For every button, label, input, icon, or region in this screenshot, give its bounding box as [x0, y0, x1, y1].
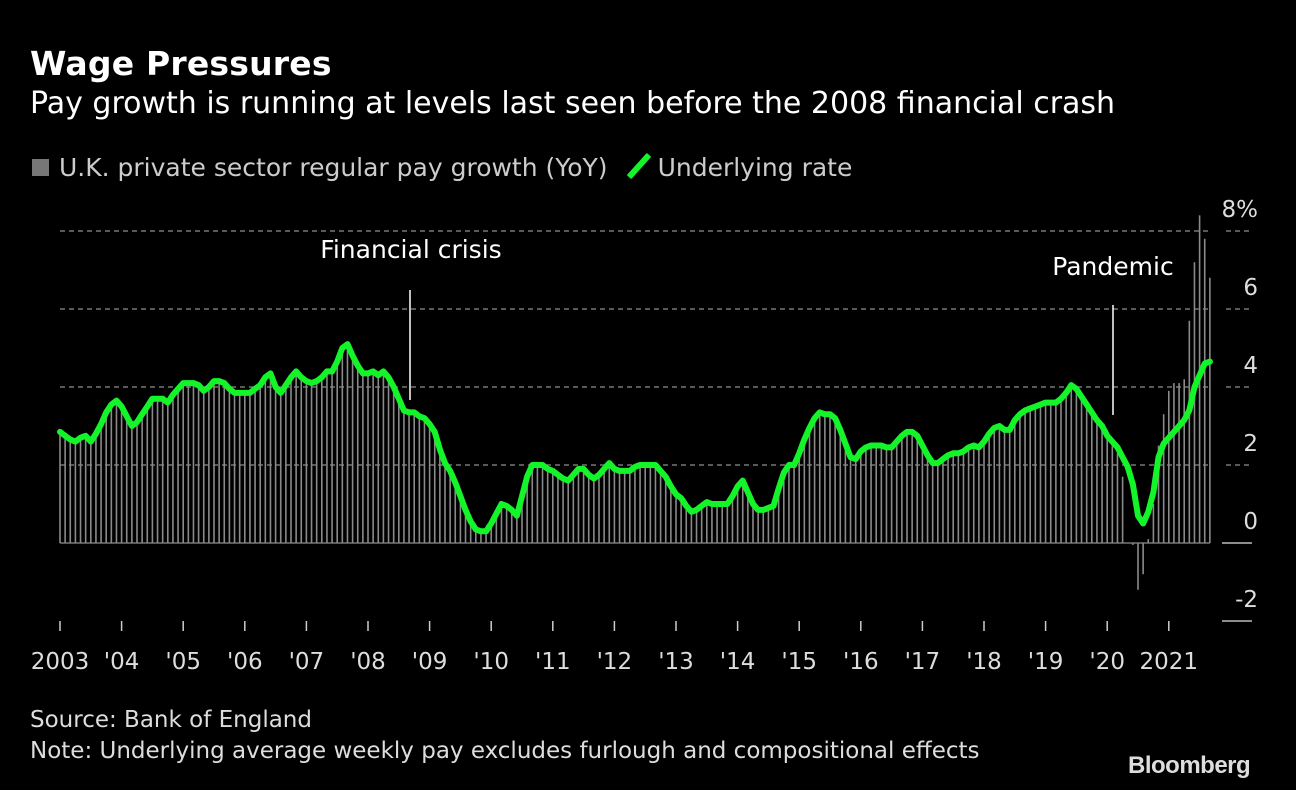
legend-line-label: Underlying rate	[657, 152, 853, 182]
legend: U.K. private sector regular pay growth (…	[32, 152, 852, 182]
x-tick-label: '17	[905, 649, 941, 675]
x-tick-label: '12	[597, 649, 633, 675]
legend-bar-swatch-icon	[32, 158, 49, 176]
x-tick-label: '07	[289, 649, 325, 675]
x-tick-label: '06	[227, 649, 263, 675]
source-note: Source: Bank of England	[30, 707, 312, 733]
x-tick-label: '14	[720, 649, 756, 675]
x-tick-label: 2021	[1140, 649, 1199, 675]
y-axis: -2 0 2 4 6 8%	[1222, 197, 1259, 613]
y-tick-label: 4	[1243, 353, 1258, 379]
bar-series	[59, 215, 1211, 590]
chart-subtitle: Pay growth is running at levels last see…	[30, 86, 1116, 121]
x-tick-label: '04	[104, 649, 140, 675]
x-tick-label: '08	[350, 649, 386, 675]
annotation-label: Financial crisis	[320, 235, 501, 264]
legend-bars-label: U.K. private sector regular pay growth (…	[59, 152, 608, 182]
x-tick-label: '09	[412, 649, 448, 675]
bloomberg-logo: Bloomberg	[1128, 752, 1251, 779]
y-tick-label: 0	[1243, 509, 1258, 535]
x-tick-label: '16	[843, 649, 879, 675]
x-tick-label: '05	[165, 649, 201, 675]
x-tick-label: '19	[1028, 649, 1064, 675]
x-tick-label: '11	[535, 649, 571, 675]
x-tick-label: '13	[658, 649, 694, 675]
underlying-rate-line	[57, 341, 1213, 535]
x-tick-label: '15	[781, 649, 817, 675]
annotation-label: Pandemic	[1052, 252, 1173, 281]
gridlines	[60, 230, 1252, 622]
x-tick-label: '10	[473, 649, 509, 675]
x-tick-label: 2003	[31, 649, 90, 675]
chart-title: Wage Pressures	[30, 44, 332, 83]
y-tick-label: 8%	[1222, 197, 1259, 223]
x-tick-label: '20	[1089, 649, 1125, 675]
annotations: Financial crisis Pandemic	[320, 235, 1174, 415]
y-tick-label: -2	[1235, 587, 1258, 613]
y-tick-label: 6	[1243, 275, 1258, 301]
x-tick-label: '18	[966, 649, 1002, 675]
y-tick-label: 2	[1243, 431, 1258, 457]
footnote: Note: Underlying average weekly pay excl…	[30, 738, 980, 764]
x-axis: 2003 '04 '05 '06 '07 '08 '09 '10 '11 '12 '13 '14 '15…	[31, 621, 1198, 675]
line-series	[57, 341, 1213, 535]
